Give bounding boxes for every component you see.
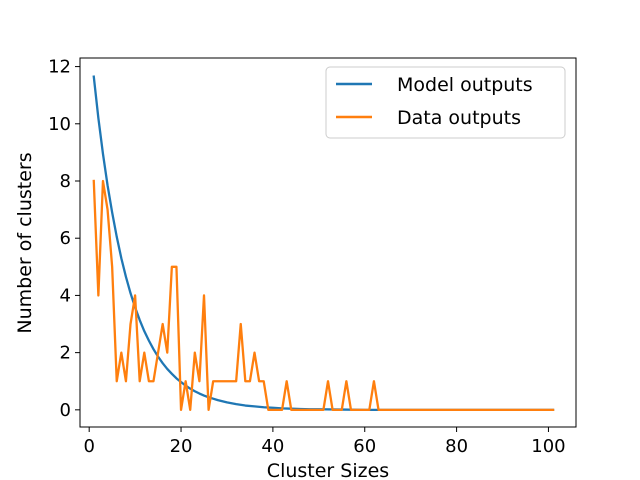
x-tick-label: 40	[261, 436, 284, 457]
plot-area	[92, 75, 555, 411]
y-tick-label: 10	[48, 114, 71, 135]
axes-frame	[79, 57, 577, 428]
legend-label-1: Model outputs	[397, 74, 533, 96]
y-tick-label: 8	[60, 171, 71, 192]
x-axis-label: Cluster Sizes	[267, 460, 389, 480]
series-line-2	[92, 179, 555, 411]
y-tick-label: 12	[48, 57, 71, 78]
legend-box	[325, 66, 566, 139]
legend: Model outputs Data outputs	[325, 66, 566, 139]
x-tick-label: 80	[445, 436, 468, 457]
y-tick-label: 2	[60, 343, 71, 364]
x-tick-label: 0	[83, 436, 94, 457]
y-tick-label: 6	[60, 228, 71, 249]
y-tick-label: 0	[60, 400, 71, 421]
y-axis-label: Number of clusters	[14, 152, 36, 333]
axes: 0 20 40 60 80 100 0 2 4 6 8 10 12	[48, 57, 577, 457]
x-tick-label: 60	[353, 436, 376, 457]
y-tick-label: 4	[60, 285, 71, 306]
legend-label-2: Data outputs	[397, 107, 521, 129]
x-tick-label: 100	[531, 436, 565, 457]
x-tick-label: 20	[170, 436, 193, 457]
